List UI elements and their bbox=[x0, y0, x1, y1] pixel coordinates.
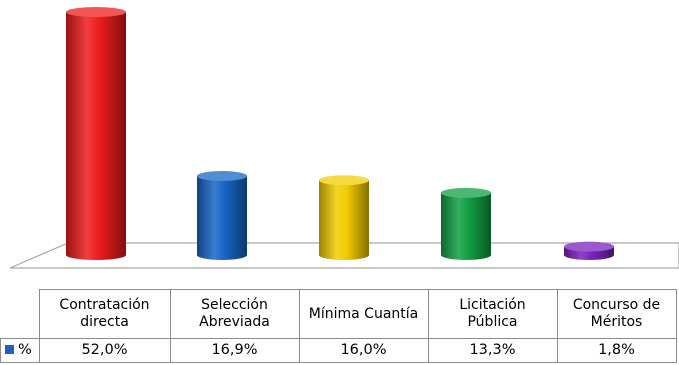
bar-top bbox=[564, 241, 614, 252]
category-header: Selección Abreviada bbox=[169, 289, 300, 339]
bar bbox=[564, 241, 614, 260]
value-cell: 16,9% bbox=[169, 338, 300, 363]
bar bbox=[66, 7, 126, 260]
bar-top bbox=[197, 171, 247, 182]
bar-top bbox=[66, 7, 126, 17]
bar-top bbox=[441, 187, 491, 198]
legend-label: % bbox=[18, 342, 32, 358]
legend-key: % bbox=[0, 338, 40, 363]
data-table: Contratación directa Selección Abreviada… bbox=[0, 289, 677, 363]
category-header: Contratación directa bbox=[38, 289, 171, 339]
value-cell: 1,8% bbox=[556, 338, 677, 363]
bar-body bbox=[319, 180, 369, 260]
bar bbox=[441, 187, 491, 260]
bar-top bbox=[319, 175, 369, 186]
bar-body bbox=[441, 192, 491, 260]
category-header: Mínima Cuantía bbox=[298, 289, 429, 339]
value-cell: 13,3% bbox=[427, 338, 558, 363]
bar-chart bbox=[9, 7, 679, 269]
table-corner bbox=[0, 289, 40, 339]
category-header: Concurso de Méritos bbox=[556, 289, 677, 339]
bar-body bbox=[197, 176, 247, 260]
category-header: Licitación Pública bbox=[427, 289, 558, 339]
value-cell: 16,0% bbox=[298, 338, 429, 363]
bar bbox=[319, 175, 369, 260]
value-cell: 52,0% bbox=[38, 338, 171, 363]
bar bbox=[197, 171, 247, 260]
legend-swatch bbox=[5, 345, 14, 354]
bar-body bbox=[66, 12, 126, 260]
